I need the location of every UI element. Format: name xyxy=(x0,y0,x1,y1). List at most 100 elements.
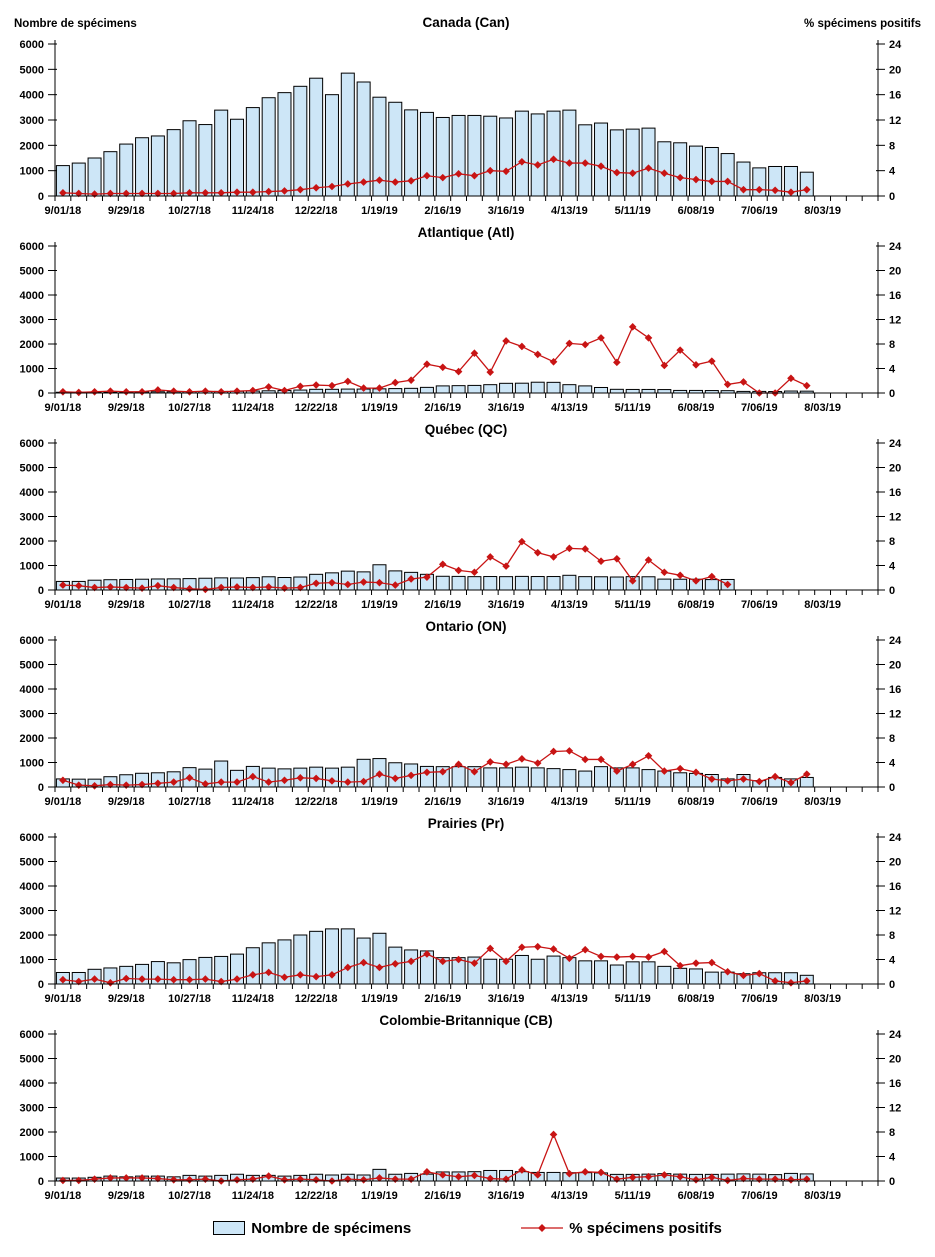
positives-point xyxy=(787,978,795,987)
positives-point xyxy=(138,975,146,983)
x-tick-label: 9/29/18 xyxy=(108,1190,145,1202)
axes xyxy=(54,1030,879,1182)
right-tick-label: 24 xyxy=(889,635,902,647)
positives-point xyxy=(359,1175,368,1184)
positives-point xyxy=(549,945,558,953)
positives-point xyxy=(581,159,590,167)
positives-point xyxy=(343,1175,352,1183)
positives-point xyxy=(628,323,637,331)
specimen-bar xyxy=(419,386,434,394)
positives-point xyxy=(597,557,605,566)
specimen-bars xyxy=(55,72,814,197)
positives-point xyxy=(59,189,67,197)
positives-point xyxy=(565,339,574,348)
positives-point xyxy=(59,387,67,396)
chart-title: Ontario (ON) xyxy=(426,619,507,634)
specimen-bar xyxy=(514,575,529,591)
x-tick-label: 5/11/19 xyxy=(615,599,651,611)
specimen-bar xyxy=(419,111,434,197)
right-tick-label: 20 xyxy=(889,266,901,278)
specimen-bar xyxy=(530,767,545,788)
specimen-bar xyxy=(594,766,609,788)
left-tick-label: 5000 xyxy=(20,857,44,869)
positives-point xyxy=(169,778,178,786)
positives-point xyxy=(644,334,653,342)
left-tick-label: 1000 xyxy=(20,166,44,178)
specimen-bar xyxy=(609,388,624,394)
positives-point xyxy=(692,175,700,184)
left-tick-label: 4000 xyxy=(20,1078,44,1090)
left-tick-label: 0 xyxy=(38,585,44,597)
positives-point xyxy=(201,387,210,395)
x-tick-label: 6/08/19 xyxy=(678,993,715,1005)
specimen-bar xyxy=(388,388,403,394)
positives-point xyxy=(486,758,495,766)
positives-point xyxy=(676,173,684,182)
positives-point xyxy=(597,334,605,342)
positives-point xyxy=(660,568,669,577)
right-tick-label: 8 xyxy=(889,1127,895,1139)
specimen-bar xyxy=(594,386,609,394)
chart-title: Atlantique (Atl) xyxy=(418,225,515,240)
positives-point xyxy=(628,169,637,177)
positives-point xyxy=(391,178,400,186)
positives-point xyxy=(549,747,558,756)
positives-point xyxy=(613,767,621,775)
positives-point xyxy=(644,1172,653,1181)
specimen-bar xyxy=(435,116,450,197)
specimen-bar xyxy=(230,118,245,197)
specimen-bar xyxy=(578,385,593,394)
chart-title: Colombie-Britannique (CB) xyxy=(379,1013,552,1028)
specimen-bar xyxy=(673,578,688,591)
specimen-bar xyxy=(594,960,609,985)
positives-point xyxy=(122,189,131,198)
specimen-bar xyxy=(657,965,672,985)
positives-point xyxy=(391,774,400,783)
positives-point xyxy=(138,1174,146,1182)
specimen-bar xyxy=(609,129,624,197)
right-tick-label: 0 xyxy=(889,191,895,203)
specimen-bar xyxy=(261,97,276,197)
left-tick-label: 0 xyxy=(38,388,44,400)
positives-point xyxy=(676,571,684,580)
positives-point xyxy=(708,177,716,186)
positives-point xyxy=(106,387,115,395)
left-tick-label: 5000 xyxy=(20,1054,44,1066)
positives-point xyxy=(613,953,621,961)
positives-point xyxy=(90,975,99,983)
left-axis-title: Nombre de spécimens xyxy=(14,18,137,30)
positives-point xyxy=(438,560,447,569)
positives-point xyxy=(723,967,732,976)
specimen-bar xyxy=(514,954,529,985)
right-tick-label: 16 xyxy=(889,881,901,893)
positives-point xyxy=(502,337,510,345)
positives-point xyxy=(359,384,368,392)
axes xyxy=(54,242,879,394)
x-tick-label: 11/24/18 xyxy=(232,205,274,217)
left-tick-label: 4000 xyxy=(20,290,44,302)
positives-point xyxy=(106,780,115,789)
positives-point xyxy=(407,771,415,780)
positives-point xyxy=(312,381,320,389)
x-tick-label: 9/01/18 xyxy=(45,1190,82,1202)
positives-point xyxy=(59,1176,67,1185)
left-tick-label: 6000 xyxy=(20,1029,44,1041)
positives-point xyxy=(755,777,764,786)
positives-point xyxy=(106,189,115,198)
positives-point xyxy=(423,950,431,958)
positives-point xyxy=(343,377,352,386)
x-tick-label: 12/22/18 xyxy=(295,402,338,414)
positives-point xyxy=(138,780,146,789)
specimen-bar xyxy=(483,576,498,591)
x-tick-label: 7/06/19 xyxy=(741,1190,778,1202)
x-tick-label: 1/19/19 xyxy=(361,796,398,808)
x-tick-label: 8/03/19 xyxy=(804,599,841,611)
x-tick-label: 8/03/19 xyxy=(804,796,841,808)
chart-title: Prairies (Pr) xyxy=(428,816,505,831)
positives-point xyxy=(391,581,400,589)
positives-point xyxy=(518,755,526,763)
positives-point xyxy=(74,977,83,986)
positives-point xyxy=(628,952,637,961)
right-tick-label: 24 xyxy=(889,241,902,253)
specimen-bar xyxy=(673,772,688,788)
